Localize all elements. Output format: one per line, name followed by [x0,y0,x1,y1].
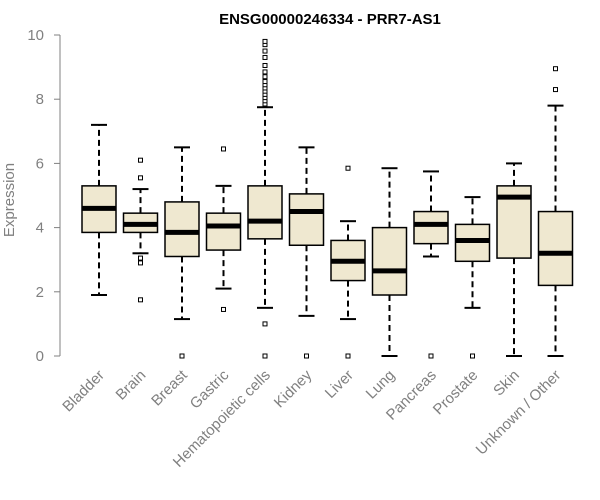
outlier-point [138,297,143,303]
box-lung [371,167,408,357]
outlier-point [262,321,268,327]
x-category-label: Skin [490,367,523,400]
outlier-point [179,353,185,359]
iqr-box [413,210,449,245]
iqr-box [205,212,242,251]
y-tick-label: 0 [36,348,44,365]
iqr-box [247,185,283,240]
x-category-label: Liver [322,367,357,402]
box-skin [496,162,532,357]
y-tick-label: 6 [36,155,44,172]
outlier-point [262,54,268,60]
outlier-point [262,48,268,54]
outlier-point [262,62,268,68]
box-unknown-other [537,66,574,357]
outlier-point [221,146,226,152]
boxes-group [81,38,574,359]
box-gastric [205,146,242,312]
box-pancreas [413,170,449,359]
outlier-point [262,353,268,359]
iqr-box [537,210,574,287]
x-category-label: Breast [148,366,191,409]
outlier-point [262,38,268,44]
outlier-point [553,66,558,72]
outlier-point [262,79,268,85]
outlier-point [345,353,351,359]
x-category-label: Brain [113,367,150,404]
outlier-point [262,69,268,75]
box-bladder [81,123,117,297]
outlier-point [138,157,143,163]
outlier-point [428,353,434,359]
box-kidney [288,146,325,359]
outlier-point [304,353,309,359]
outlier-point [470,353,475,359]
y-tick-label: 10 [27,27,44,44]
x-category-label: Lung [363,367,399,403]
outlier-point [553,87,558,93]
y-tick-label: 4 [36,220,44,237]
iqr-box [288,193,325,247]
iqr-box [164,201,200,258]
y-tick-label: 2 [36,284,44,301]
box-brain [122,157,159,303]
outlier-point [345,165,351,171]
y-tick-label: 8 [36,91,44,108]
y-axis: 0 2 4 6 8 10 [27,27,61,365]
box-hematopoietic-cells [247,38,283,359]
chart-title: ENSG00000246334 - PRR7-AS1 [219,11,441,28]
iqr-box [371,226,408,296]
x-category-label: Kidney [271,366,316,411]
outlier-point [138,175,143,181]
box-liver [330,165,366,359]
x-category-label: Bladder [59,367,108,416]
outlier-point [138,255,143,261]
box-prostate [454,196,491,359]
outlier-point [138,260,143,266]
outlier-point [262,74,268,80]
outlier-point [221,306,226,312]
y-axis-label: Expression [1,163,18,237]
x-category-label: Prostate [430,367,482,419]
box-breast [164,146,200,359]
